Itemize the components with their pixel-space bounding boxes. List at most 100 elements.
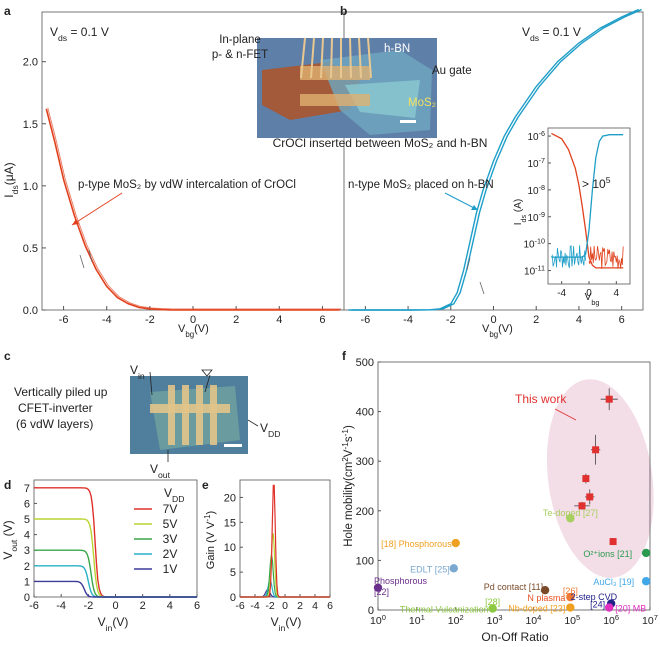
panel-label-e: e <box>202 478 209 492</box>
xtick-label-d: -6 <box>29 600 39 612</box>
axes-frame-e <box>239 479 331 598</box>
ref-point <box>566 592 575 602</box>
inset-ytick-label-part: -11 <box>535 263 545 272</box>
inset-ratio-part: 5 <box>606 175 611 185</box>
xtick-label-f-part: 10 <box>525 615 537 627</box>
c-text-2: CFET-inverter <box>18 401 93 415</box>
xlabel-a-part: bg <box>185 330 194 339</box>
inset-ytick-label: 10-9 <box>527 209 545 224</box>
inset-ytick-label-part: -8 <box>539 182 545 191</box>
sweep-arrow-a1 <box>79 254 85 269</box>
xtick-label-f: 103 <box>487 613 503 628</box>
ytick-label-d: 0 <box>24 592 30 604</box>
inset-ytick-label-part: 10 <box>527 213 539 224</box>
xlabel-d-part: V <box>98 615 106 629</box>
photo-label-mos2: MoS₂ <box>408 97 436 109</box>
xtick-label-a: 6 <box>319 314 325 326</box>
inset-ytick-label-part: -6 <box>539 129 545 138</box>
ref-point <box>449 564 458 573</box>
ytick-label-f: 200 <box>356 506 374 518</box>
inset-ytick-label-part: -9 <box>539 209 545 218</box>
ylabel-d-part: (V) <box>1 520 15 539</box>
gnd-lead <box>204 374 211 393</box>
axes-frame-ab <box>41 11 644 311</box>
this-work-point <box>582 475 590 483</box>
photo-label-augate: Au gate <box>432 65 472 77</box>
ylabel-f: Hole mobility(cm2V-1s-1) <box>341 425 356 547</box>
inset-ytick-label-part: 10 <box>527 132 539 143</box>
photo-lead <box>300 37 306 79</box>
ylabel-a-part: I <box>2 194 16 197</box>
ref-point <box>566 514 575 523</box>
xtick-label-e: -6 <box>235 600 244 612</box>
ref-point <box>373 583 383 592</box>
ylabel-f-part: V <box>343 449 355 457</box>
xtick-label-b: 4 <box>576 314 582 326</box>
label-vdd-part: DD <box>268 429 280 439</box>
inset-ratio-part: > 10 <box>582 177 606 191</box>
ref-point <box>641 577 651 586</box>
ref-label: Pd contact [11] <box>484 582 543 592</box>
xtick-label-d: 6 <box>194 600 200 612</box>
xtick-label-e: 0 <box>282 600 288 612</box>
ytick-label-a: 1.5 <box>23 119 38 131</box>
arrowhead-p <box>72 219 79 225</box>
ytick-label-d: 2 <box>24 561 30 573</box>
xtick-label-e: -4 <box>250 600 259 612</box>
photo-label-fet: p- & n-FET <box>212 49 268 61</box>
inset-ytick-label-part: 10 <box>524 267 536 278</box>
vin-lead <box>149 371 153 396</box>
ylabel-f-part: 2 <box>341 457 350 462</box>
inset-ylabel-part: I <box>513 222 524 225</box>
photo-lead <box>358 37 362 79</box>
xlabel-e-part: (V) <box>285 615 301 629</box>
legend-title-d: VDD <box>164 486 184 504</box>
inset-ylabel: Ids (A) <box>513 199 528 225</box>
this-work-point <box>605 395 613 403</box>
xtick-label-f-part: 2 <box>459 613 463 622</box>
label-vdd: VDD <box>260 421 280 439</box>
inset-xlabel-part: bg <box>591 298 599 307</box>
xtick-label-b: 0 <box>490 314 496 326</box>
panel-label-b: b <box>340 4 347 18</box>
xtick-label-f-part: 10 <box>564 615 576 627</box>
this-work-pointer <box>554 408 577 421</box>
xtick-label-a: 0 <box>190 314 196 326</box>
ytick-label-e: 5 <box>230 567 236 579</box>
vds-label-a-part: V <box>50 25 58 39</box>
xlabel-e-part: V <box>271 615 279 629</box>
ylabel-d-part: V <box>1 552 15 560</box>
label-vout-part: V <box>150 462 158 476</box>
xtick-label-b: -2 <box>446 314 456 326</box>
inset-ylabel-part: (A) <box>513 199 524 215</box>
photo-scalebar <box>400 120 416 123</box>
xlabel-f: On-Off Ratio <box>481 630 548 644</box>
xlabel-a-part: V <box>178 323 186 335</box>
inset-noise-p-type <box>588 245 624 269</box>
panel-label-f: f <box>342 349 347 363</box>
xtick-label-f: 101 <box>409 613 425 628</box>
ref-point <box>566 603 575 612</box>
ylabel-f-part: -1 <box>341 429 350 437</box>
xtick-label-f-part: 1 <box>421 613 425 622</box>
sweep-arrow-a2 <box>88 249 93 263</box>
label-vin: Vin <box>130 363 145 381</box>
ref-label: Phosphorous <box>374 576 428 586</box>
photo-lead <box>330 37 333 79</box>
ylabel-e-part: -1 <box>203 514 212 522</box>
vds-label-a-part: ds <box>58 33 67 43</box>
curve-p-type-back <box>47 107 342 310</box>
xtick-label-f-part: 10 <box>487 615 499 627</box>
xtick-label-b: 6 <box>619 314 625 326</box>
photo-label-hbn: h-BN <box>384 43 410 55</box>
ytick-label-f: 400 <box>356 407 374 419</box>
legend-label-3V: 3V <box>163 532 178 546</box>
xtick-label-e: -2 <box>265 600 274 612</box>
photo-c-electrode-h <box>150 404 230 413</box>
ref-label: [26] <box>563 586 578 596</box>
